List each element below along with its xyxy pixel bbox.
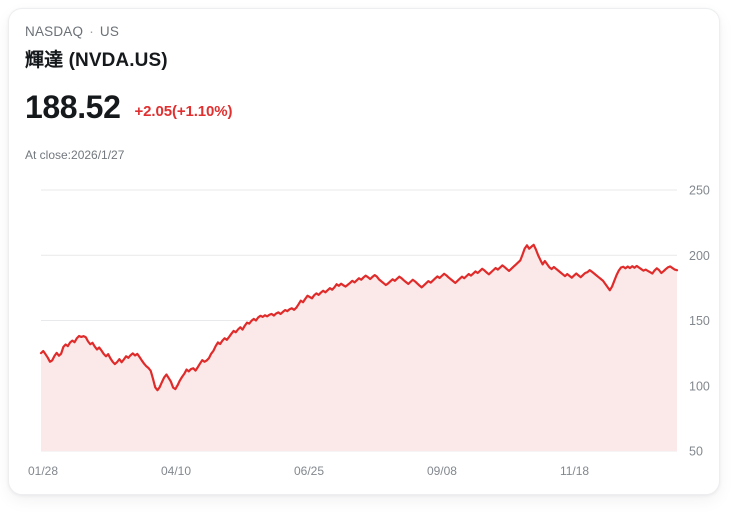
page-title: 輝達 (NVDA.US) (25, 50, 168, 71)
exchange-region-row: NASDAQ · US (25, 24, 119, 39)
x-axis-tick-label: 04/10 (161, 464, 191, 478)
y-axis-tick-label: 250 (689, 184, 710, 198)
stock-quote-card: NASDAQ · US 輝達 (NVDA.US) 188.52 +2.05(+1.1… (8, 8, 720, 495)
y-axis-tick-label: 50 (689, 445, 703, 459)
price-area-fill (41, 244, 677, 451)
price-line (39, 243, 679, 392)
last-price: 188.52 (25, 89, 121, 125)
y-axis-tick-label: 200 (689, 249, 710, 263)
y-axis-tick-label: 100 (689, 379, 710, 393)
price-change: +2.05(+1.10%) (134, 103, 233, 120)
exchange-separator: · (89, 24, 94, 39)
price-row: 188.52 +2.05(+1.10%) (25, 89, 233, 125)
region-label: US (99, 24, 120, 39)
price-chart-svg[interactable]: 250 200 150 100 50 01/28 04/10 06/25 09/08 11/18 (9, 169, 720, 489)
market-status: At close:2026/1/27 (25, 148, 125, 162)
x-axis-tick-label: 11/18 (560, 464, 589, 478)
x-axis-tick-label: 01/28 (28, 464, 58, 478)
x-axis-tick-label: 09/08 (427, 464, 457, 478)
x-axis-tick-label: 06/25 (294, 464, 324, 478)
price-chart[interactable]: 250 200 150 100 50 01/28 04/10 06/25 09/08 11/18 (9, 169, 720, 489)
exchange-label: NASDAQ (25, 24, 84, 39)
y-axis-tick-label: 150 (689, 314, 710, 328)
